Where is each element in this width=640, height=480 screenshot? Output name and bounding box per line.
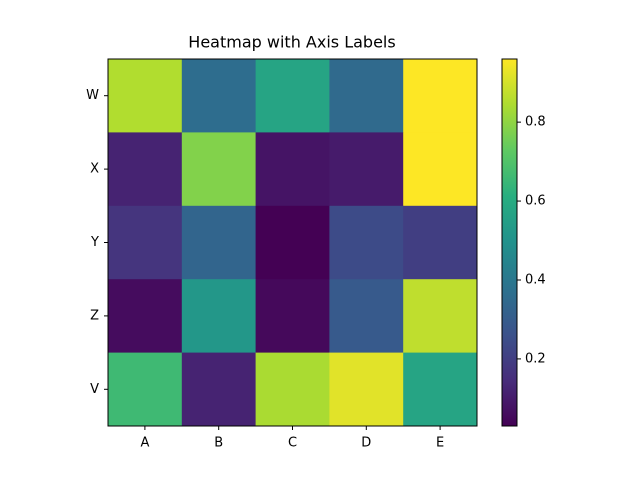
heatmap-cell [403, 352, 478, 427]
chart-title: Heatmap with Axis Labels [188, 33, 395, 52]
colorbar [501, 58, 518, 427]
heatmap-cell [108, 59, 183, 133]
heatmap-cell [329, 352, 404, 427]
heatmap-cell [181, 352, 257, 427]
heatmap-cell [403, 59, 478, 133]
heatmap-cell [403, 205, 478, 280]
y-tick-label: W [86, 88, 99, 103]
heatmap-cell [403, 279, 478, 354]
colorbar-tick-label: 0.6 [525, 194, 546, 209]
heatmap-cell [181, 279, 257, 354]
x-tick-label: D [361, 436, 371, 451]
y-tick-label: V [90, 382, 99, 397]
heatmap-cell [181, 132, 257, 207]
heatmap-cell [181, 205, 257, 280]
heatmap-cell [329, 279, 404, 354]
heatmap-cell [181, 59, 257, 133]
heatmap-cell [255, 59, 330, 133]
heatmap-cell [108, 132, 183, 207]
colorbar-tick-label: 0.8 [525, 115, 546, 130]
y-tick-label: X [90, 162, 99, 177]
y-tick-label: Z [90, 308, 99, 323]
x-tick-label: E [436, 436, 444, 451]
heatmap-cell [329, 132, 404, 207]
heatmap-cell [255, 352, 330, 427]
colorbar-tick-label: 0.4 [525, 272, 546, 287]
heatmap-cell [329, 59, 404, 133]
heatmap-cell [108, 279, 183, 354]
heatmap-cell [255, 279, 330, 354]
heatmap-cell [108, 205, 183, 280]
heatmap-cell [255, 132, 330, 207]
heatmap-cell [403, 132, 478, 207]
x-tick-label: C [288, 436, 297, 451]
heatmap-cell [255, 205, 330, 280]
heatmap-cell [329, 205, 404, 280]
heatmap-cell [108, 352, 183, 427]
colorbar-tick-label: 0.2 [525, 351, 546, 366]
x-tick-label: A [140, 436, 149, 451]
y-tick-label: Y [90, 235, 99, 250]
x-tick-label: B [214, 436, 223, 451]
